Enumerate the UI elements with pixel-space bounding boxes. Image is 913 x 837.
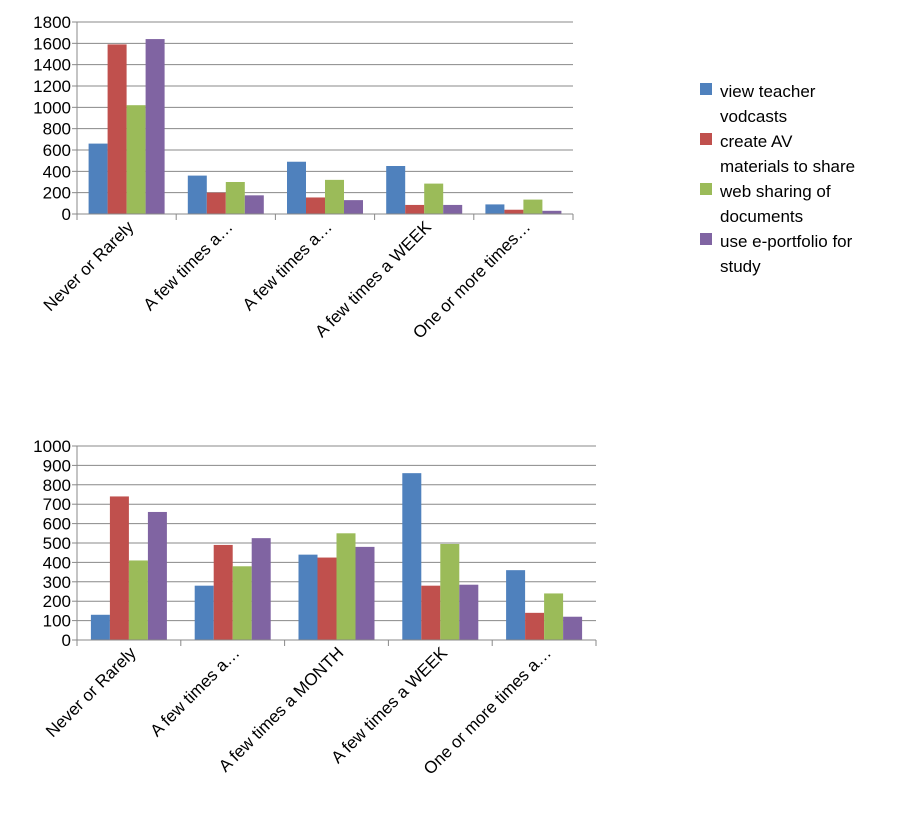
bar [459,584,479,640]
chart-top: 0 200 400 600 800 1000 1200 1400 1600 1800 Never o… [33,13,574,342]
bar [287,161,306,214]
bar [298,554,318,640]
bar [126,105,146,214]
x-tick-label: A few times a… [239,217,336,314]
bar [355,546,375,640]
x-tick-label: Never or Rarely [40,217,138,315]
y-tick-label: 600 [43,141,71,160]
bar [244,195,264,214]
y-tick-label: 800 [43,120,71,139]
legend-label: create AV [720,132,793,151]
bar [563,616,583,640]
bar [147,511,167,640]
bar [485,204,505,214]
legend-label: view teacher [720,82,816,101]
y-tick-label: 400 [43,553,71,572]
y-tick-label: 500 [43,534,71,553]
bar [443,204,463,214]
legend-swatch [700,183,712,195]
bar [232,566,252,640]
bar [325,179,344,214]
bar [251,538,271,640]
legend-label: documents [720,207,803,226]
y-tick-label: 200 [43,592,71,611]
bar [90,614,110,640]
y-tick-label: 1200 [33,77,71,96]
bar [225,182,245,214]
y-tick-label: 900 [43,456,71,475]
bar [336,533,356,640]
bar [109,496,129,640]
y-tick-label: 200 [43,184,71,203]
legend-label: web sharing of [719,182,831,201]
bar [525,612,545,640]
x-tick-label: A few times a… [147,643,244,740]
y-tick-label: 0 [62,205,71,224]
x-tick-label: Never or Rarely [42,643,140,741]
y-tick-label: 0 [62,631,71,650]
bar [128,560,148,640]
bar [504,209,524,214]
y-tick-label: 1600 [33,34,71,53]
legend-swatch [700,133,712,145]
bar [88,143,108,214]
bar [405,204,425,214]
y-tick-label: 700 [43,495,71,514]
legend-swatch [700,233,712,245]
bar [440,543,460,640]
legend-label: use e-portfolio for [720,232,853,251]
bar [421,585,441,640]
bar [317,557,337,640]
bar [424,183,444,214]
y-tick-label: 600 [43,515,71,534]
bar [386,166,406,214]
bar [107,44,127,215]
legend-label: materials to share [720,157,855,176]
y-tick-label: 300 [43,573,71,592]
bar [194,585,214,640]
legend-label: vodcasts [720,107,787,126]
bar [145,39,165,214]
legend-label: study [720,257,761,276]
x-tick-label: A few times a WEEK [327,643,451,767]
y-tick-label: 1000 [33,98,71,117]
bar [206,192,226,214]
y-tick-label: 1800 [33,13,71,32]
y-tick-label: 400 [43,162,71,181]
y-tick-label: 1400 [33,56,71,75]
bar [402,473,422,640]
bar [542,210,562,214]
legend: view teacher vodcasts create AV materials t… [700,82,855,276]
bar [213,544,233,640]
bar [306,197,325,214]
x-tick-label: A few times a… [140,217,237,314]
bar [344,200,363,214]
bar [544,593,564,640]
legend-swatch [700,83,712,95]
y-tick-label: 800 [43,476,71,495]
y-tick-label: 1000 [33,437,71,456]
bar [523,199,543,214]
y-tick-label: 100 [43,612,71,631]
bar [506,570,526,640]
bar [187,175,207,214]
